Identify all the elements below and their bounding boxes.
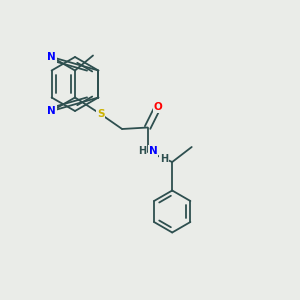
Text: H: H [160, 154, 168, 164]
Text: N: N [47, 52, 56, 62]
Text: S: S [97, 109, 104, 119]
Text: O: O [154, 101, 163, 112]
Text: H: H [138, 146, 146, 157]
Text: N: N [148, 146, 158, 157]
Text: N: N [47, 106, 56, 116]
